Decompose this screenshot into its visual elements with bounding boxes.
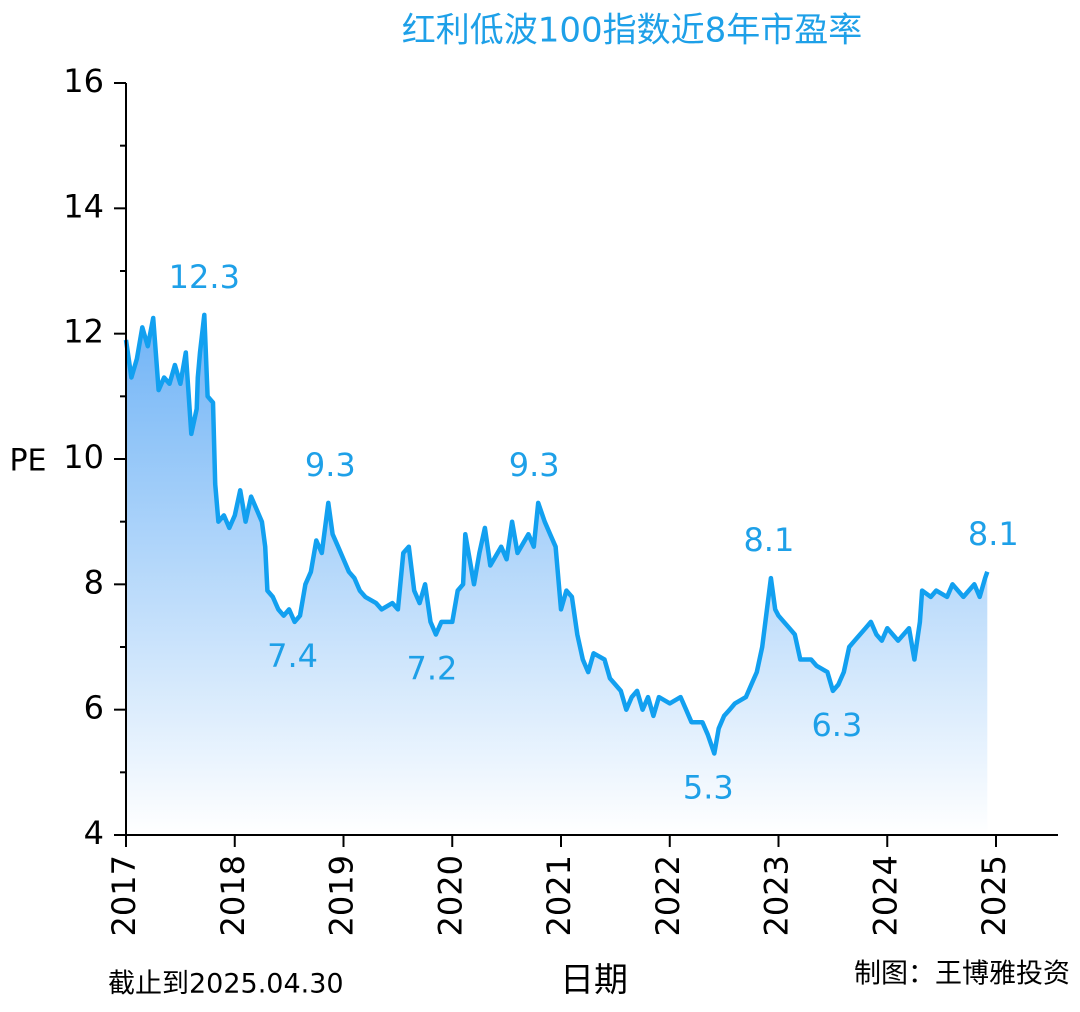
x-tick-label: 2018	[214, 855, 252, 936]
x-tick-label: 2022	[649, 855, 687, 936]
annotation: 7.2	[406, 649, 457, 687]
x-tick-label: 2024	[866, 855, 904, 936]
y-tick-label: 14	[63, 187, 104, 225]
y-tick-label: 4	[84, 814, 104, 852]
line	[123, 312, 990, 756]
y-tick-label: 12	[63, 313, 104, 351]
chart-title: 红利低波100指数近8年市盈率	[402, 11, 863, 51]
annotation: 6.3	[811, 706, 862, 744]
annotation: 8.1	[968, 515, 1019, 553]
x-tick-label: 2017	[105, 855, 143, 936]
x-tick-label: 2021	[540, 855, 578, 936]
annotation: 9.3	[509, 446, 560, 484]
annotation: 12.3	[169, 258, 240, 296]
annotation: 5.3	[683, 769, 734, 807]
x-axis-label: 日期	[560, 961, 628, 1001]
annotation: 8.1	[743, 521, 794, 559]
x-tick-label: 2020	[431, 855, 469, 936]
y-axis-label: PE	[9, 444, 46, 479]
y-tick-label: 10	[63, 438, 104, 476]
annotation: 9.3	[305, 446, 356, 484]
y-tick-label: 6	[84, 689, 104, 727]
annotation: 7.4	[267, 637, 318, 675]
x-tick-label: 2023	[758, 855, 796, 936]
y-tick-label: 8	[84, 563, 104, 601]
note-right: 制图：王博雅投资	[854, 959, 1070, 990]
x-tick-label: 2025	[975, 855, 1013, 936]
x-tick-label: 2019	[323, 855, 361, 936]
y-tick-label: 16	[63, 62, 104, 100]
note-left: 截止到2025.04.30	[108, 969, 344, 1000]
